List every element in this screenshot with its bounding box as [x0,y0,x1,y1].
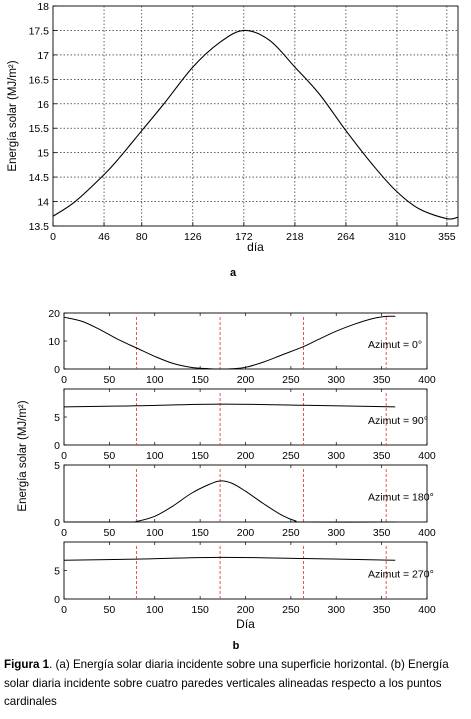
panel-b-x-tick-label: 300 [327,374,345,386]
panel-b-y-tick-label: 5 [54,412,60,424]
figure-caption: Figura 1. (a) Energía solar diaria incid… [4,656,467,712]
panel-b-x-tick-label: 50 [104,604,116,616]
panel-a-y-tick-label: 15 [37,148,49,160]
panel-b-x-tick-label: 400 [418,374,436,386]
panel-b-x-tick-label: 200 [237,527,255,539]
panel-a-y-tick-label: 16 [37,99,49,111]
panel-b-x-tick-label: 100 [146,450,164,462]
panel-a-y-tick-label: 17 [37,50,49,62]
panel-b-series-line [63,480,396,523]
panel-b-series-line [63,403,396,408]
panel-a-x-tick-label: 355 [438,231,456,243]
panel-b-x-tick-label: 0 [61,450,67,462]
panel-b-y-tick-label: 0 [54,594,60,606]
panel-b-x-tick-label: 350 [373,604,391,616]
panel-b-x-tick-label: 350 [373,374,391,386]
panel-b-y-axis-label: Energía solar (MJ/m²) [17,400,29,511]
panel-b-label: b [233,640,240,650]
panel-b-x-tick-label: 200 [237,374,255,386]
panel-b-y-tick-label: 5 [54,566,60,578]
panel-a-series-line [52,29,459,220]
panel-b-y-tick-label: 5 [54,460,60,472]
panel-b-subplot: 0 50 100 150 200 250 300 350 400 0 5 Azimut = 180° [54,460,436,539]
panel-b-x-tick-label: 50 [104,450,116,462]
panel-a-y-tick-label: 18 [37,1,49,13]
panel-b-annotation: Azimut = 180° [368,491,434,503]
panel-a-label: a [230,267,237,279]
panel-b-x-tick-label: 400 [418,450,436,462]
panel-b-series-line [63,315,396,370]
panel-b-x-tick-label: 150 [191,527,209,539]
panel-a-x-tick-label: 218 [286,231,304,243]
panel-b-x-tick-label: 400 [418,527,436,539]
panel-b-x-tick-label: 150 [191,374,209,386]
panel-b-x-tick-label: 150 [191,604,209,616]
panel-b-y-tick-label: 0 [54,440,60,452]
panel-b-x-tick-label: 300 [327,527,345,539]
panel-b-x-tick-label: 100 [146,374,164,386]
panel-a-y-tick-label: 17.5 [29,25,50,37]
panel-b-y-tick-label: 0 [54,517,60,529]
panel-b-x-tick-label: 250 [282,527,300,539]
panel-a-y-axis-label: Energía solar (MJ/m²) [7,60,19,171]
panel-b-x-tick-label: 150 [191,450,209,462]
panel-b-x-tick-label: 250 [282,450,300,462]
panel-b-x-tick-label: 300 [327,450,345,462]
panel-a-frame [52,5,459,227]
panel-b-y-tick-label: 10 [48,336,60,348]
panel-b-annotation: Azimut = 270° [368,568,434,580]
panel-b-x-tick-label: 250 [282,604,300,616]
panel-b-x-tick-label: 350 [373,527,391,539]
caption-text: . (a) Energía solar diaria incidente sob… [4,658,449,708]
figure: 0 46 80 126 172 218 264 310 355 13.5 14 14.5 15 15.5 1… [7,1,459,650]
panel-a-x-tick-label: 126 [184,231,202,243]
panel-b-subplot: 0 50 100 150 200 250 300 350 400 0 10 20 Azimut = 0° [48,308,436,386]
panel-a-x-tick-label: 0 [50,231,56,243]
panel-b-annotation: Azimut = 0° [368,339,422,351]
panel-b-x-tick-label: 50 [104,527,116,539]
panel-a-y-tick-label: 15.5 [29,123,50,135]
panel-b-subplot: 0 50 100 150 200 250 300 350 400 0 5 Azimut = 90° [54,388,436,462]
panel-a-x-tick-label: 264 [337,231,355,243]
panel-b-x-tick-label: 300 [327,604,345,616]
panel-a-y-tick-label: 14 [37,197,49,209]
panel-b-y-tick-label: 20 [48,308,60,320]
panel-b-x-axis-label: Día [236,617,255,631]
panel-b-x-tick-label: 200 [237,604,255,616]
panel-b-y-tick-label: 0 [54,364,60,376]
panel-b-x-tick-label: 400 [418,604,436,616]
panel-a-y-tick-label: 14.5 [29,172,50,184]
panel-b-x-tick-label: 0 [61,527,67,539]
panel-a-x-tick-label: 80 [136,231,148,243]
panel-a-x-tick-label: 310 [388,231,406,243]
panel-a-y-tick-label: 16.5 [29,74,50,86]
panel-b-x-tick-label: 100 [146,527,164,539]
panel-b-x-tick-label: 250 [282,374,300,386]
panel-a-x-tick-label: 172 [235,231,253,243]
panel-b-x-tick-label: 100 [146,604,164,616]
panel-b-x-tick-label: 0 [61,374,67,386]
caption-label: Figura 1 [4,658,50,671]
panel-b-subplot: 0 50 100 150 200 250 300 350 400 0 5 Azimut = 270° [54,541,436,616]
panel-a: 0 46 80 126 172 218 264 310 355 13.5 14 14.5 15 15.5 1… [7,1,459,279]
panel-b-x-tick-label: 200 [237,450,255,462]
panel-a-y-tick-label: 13.5 [29,221,50,233]
panel-a-x-axis-label: día [247,240,264,254]
panel-b-x-tick-label: 350 [373,450,391,462]
panel-b-x-tick-label: 0 [61,604,67,616]
panel-b-series-line [63,556,396,561]
panel-a-x-tick-label: 46 [98,231,110,243]
panel-b-x-tick-label: 50 [104,374,116,386]
panel-b-annotation: Azimut = 90° [368,415,428,427]
